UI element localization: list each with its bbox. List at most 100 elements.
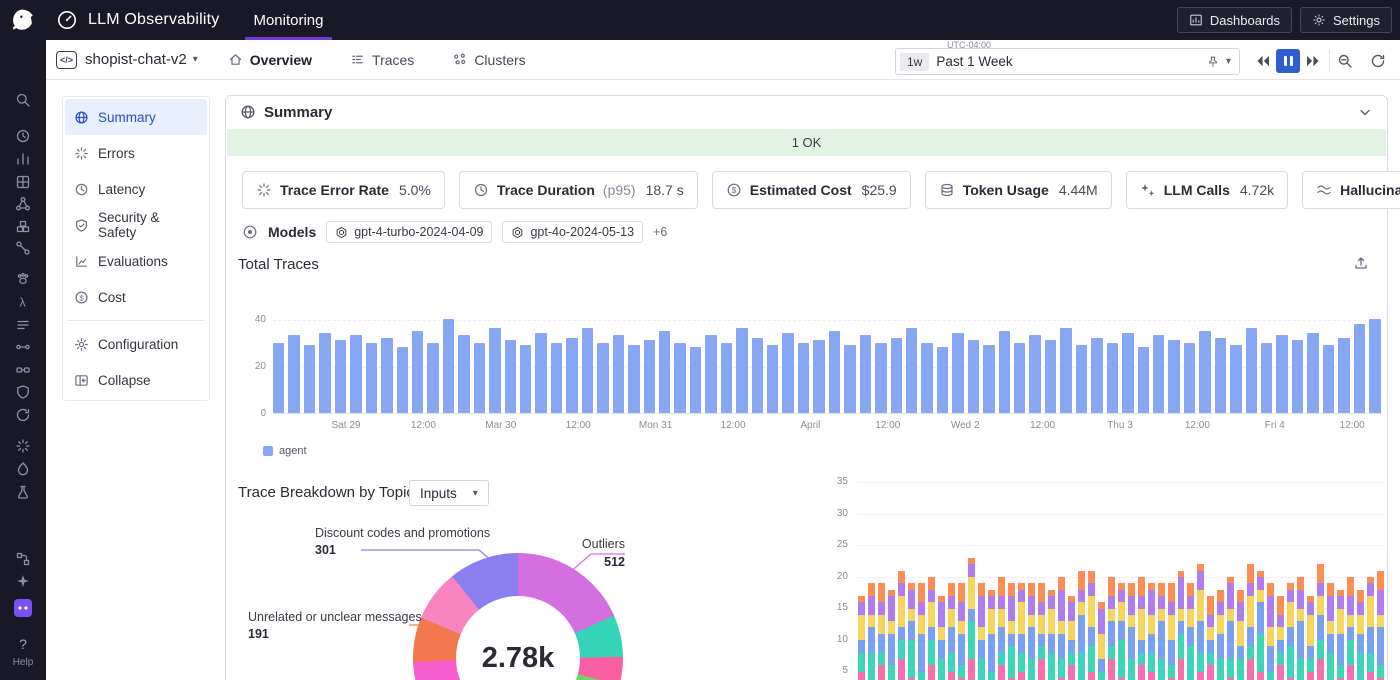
- error-tracking-icon[interactable]: [15, 438, 31, 454]
- tests-flask-icon[interactable]: [15, 484, 31, 500]
- y-tick: 40: [254, 314, 266, 325]
- monitor-status-bar[interactable]: 1 OK: [227, 129, 1386, 156]
- sidebar-item-evaluations[interactable]: Evaluations: [65, 243, 207, 279]
- y-tick: 20: [836, 570, 848, 582]
- infrastructure-icon[interactable]: [15, 174, 31, 190]
- refresh-button[interactable]: [1366, 49, 1390, 73]
- datadog-logo[interactable]: [10, 7, 36, 33]
- ai-sparkle-icon[interactable]: [15, 573, 31, 589]
- stacked-bar: [877, 583, 885, 680]
- pause-button[interactable]: [1276, 49, 1300, 73]
- sync-icon[interactable]: [15, 407, 31, 423]
- pet-paw-icon[interactable]: [15, 271, 31, 287]
- trace-bar: [705, 335, 717, 413]
- service-selector[interactable]: shopist-chat-v2: [85, 51, 187, 68]
- x-tick: Mar 30: [485, 420, 517, 431]
- security-icon[interactable]: [15, 384, 31, 400]
- callout-value: 512: [604, 555, 625, 569]
- time-range-selector[interactable]: 1w Past 1 Week ▾: [895, 48, 1240, 75]
- pin-icon[interactable]: [1206, 55, 1220, 69]
- trace-bar: [458, 335, 470, 413]
- model-chip[interactable]: gpt-4o-2024-05-13: [502, 221, 644, 243]
- trace-bar: [828, 330, 841, 413]
- trace-bar: [1014, 342, 1026, 413]
- chevron-down-icon[interactable]: ▾: [192, 54, 198, 65]
- callout-value: 301: [315, 543, 336, 557]
- workflows-icon[interactable]: [15, 551, 31, 567]
- containers-icon[interactable]: [15, 218, 31, 234]
- chevron-down-icon[interactable]: [1357, 104, 1373, 120]
- x-tick: Sat 29: [331, 420, 361, 431]
- stacked-bar: [1357, 589, 1365, 680]
- trace-bar: [983, 344, 995, 413]
- refresh-icon: [1371, 54, 1385, 68]
- ci-pipelines-icon[interactable]: [15, 339, 31, 355]
- trace-bar: [1075, 344, 1088, 413]
- metric-llm-calls[interactable]: LLM Calls 4.72k: [1125, 171, 1289, 209]
- trace-bar: [1322, 344, 1335, 413]
- help-label[interactable]: Help: [12, 657, 34, 668]
- tab-overview[interactable]: Overview: [228, 52, 312, 68]
- apm-icon[interactable]: [15, 196, 31, 212]
- chevron-down-icon[interactable]: ▾: [1225, 56, 1231, 67]
- time-backward-button[interactable]: [1251, 49, 1275, 73]
- dashboards-button[interactable]: Dashboards: [1176, 7, 1293, 33]
- help-icon[interactable]: ?: [19, 636, 27, 652]
- traces-legend-label: agent: [279, 445, 307, 457]
- stacked-bar: [977, 583, 985, 680]
- tab-clusters[interactable]: Clusters: [452, 52, 526, 68]
- sidebar-item-summary[interactable]: Summary: [65, 99, 207, 135]
- metric-hallucinations[interactable]: Hallucinations38: [1302, 171, 1400, 209]
- stacked-bar: [1007, 583, 1015, 680]
- watchdog-icon[interactable]: [15, 128, 31, 144]
- service-map-icon[interactable]: [15, 362, 31, 378]
- models-more-count[interactable]: +6: [653, 225, 668, 239]
- metric-trace-duration[interactable]: Trace Duration (p95) 18.7 s: [458, 171, 698, 209]
- sidebar-item-cost[interactable]: $ Cost: [65, 279, 207, 315]
- metrics-icon[interactable]: [15, 151, 31, 167]
- sidebar-collapse-button[interactable]: Collapse: [65, 362, 207, 398]
- logs-icon[interactable]: [15, 317, 31, 333]
- tab-traces[interactable]: Traces: [350, 52, 414, 68]
- trace-bar: [674, 342, 686, 413]
- metric-token-usage[interactable]: Token Usage 4.44M: [924, 171, 1112, 209]
- bits-ai-icon[interactable]: [13, 598, 33, 618]
- summary-panel-title: Summary: [264, 103, 333, 121]
- product-title: LLM Observability: [88, 11, 220, 28]
- sidebar-item-security-safety[interactable]: Security & Safety: [65, 207, 207, 243]
- trace-bar: [844, 344, 856, 413]
- stacked-bar: [1197, 564, 1205, 680]
- globe-icon: [241, 105, 255, 119]
- trace-bar: [319, 333, 331, 413]
- sidebar-item-latency[interactable]: Latency: [65, 171, 207, 207]
- search-icon[interactable]: [15, 92, 31, 108]
- profiling-flame-icon[interactable]: [15, 461, 31, 477]
- trace-bar: [1214, 337, 1227, 413]
- trace-bar: [782, 333, 794, 413]
- serverless-icon[interactable]: λ: [15, 294, 31, 310]
- zoom-out-button[interactable]: [1333, 49, 1357, 73]
- trace-bar: [1369, 319, 1381, 413]
- stacked-bar: [1277, 595, 1285, 680]
- settings-button[interactable]: Settings: [1300, 7, 1392, 33]
- tab-monitoring[interactable]: Monitoring: [245, 0, 332, 40]
- metric-trace-error-rate[interactable]: Trace Error Rate 5.0%: [242, 171, 445, 209]
- stacked-bar: [967, 558, 975, 680]
- network-icon[interactable]: [15, 240, 31, 256]
- model-chip[interactable]: gpt-4-turbo-2024-04-09: [326, 221, 493, 243]
- llm-observability-icon: [58, 11, 76, 29]
- rewind-icon: [1257, 55, 1269, 67]
- export-icon[interactable]: [1353, 255, 1369, 271]
- total-traces-plot[interactable]: [273, 292, 1381, 414]
- time-forward-button[interactable]: [1301, 49, 1325, 73]
- sidebar-item-errors[interactable]: Errors: [65, 135, 207, 171]
- stacked-chart-plot[interactable]: [858, 476, 1385, 680]
- topic-breakdown-dropdown[interactable]: Inputs ▾: [409, 480, 489, 506]
- total-traces-legend[interactable]: agent: [263, 445, 307, 457]
- sidebar-item-configuration[interactable]: Configuration: [65, 326, 207, 362]
- shield-icon: [76, 218, 87, 232]
- trace-bar: [936, 347, 949, 413]
- stacked-bar: [947, 583, 955, 680]
- metric-estimated-cost[interactable]: $ Estimated Cost $25.9: [711, 171, 911, 209]
- trace-bar: [350, 335, 362, 413]
